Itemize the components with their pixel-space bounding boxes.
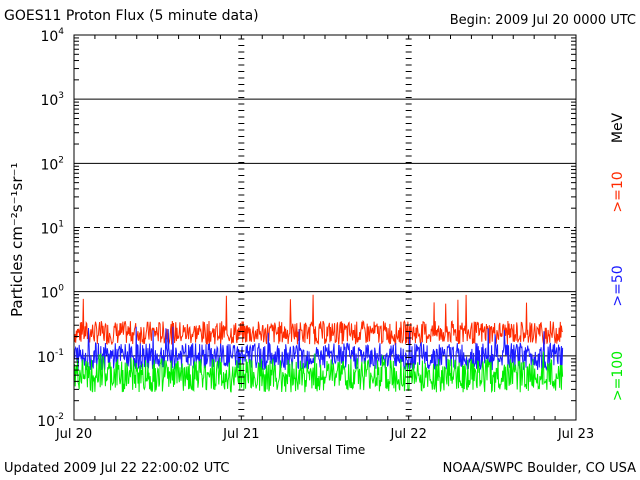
source-credit: NOAA/SWPC Boulder, CO USA: [442, 461, 636, 476]
x-tick-label: Jul 21: [222, 427, 259, 442]
legend-series-10mev: >=10: [610, 171, 626, 213]
begin-time: Begin: 2009 Jul 20 0000 UTC: [449, 13, 636, 28]
y-tick-label: 104: [40, 27, 64, 45]
y-tick-label: 100: [40, 284, 64, 302]
chart-title: GOES11 Proton Flux (5 minute data): [4, 8, 259, 24]
y-tick-label: 10-1: [37, 348, 64, 366]
x-tick-label: Jul 22: [389, 427, 426, 442]
y-tick-label: 101: [40, 220, 64, 238]
legend-series-100mev: >=100: [610, 350, 626, 402]
y-axis-label: Particles cm⁻²s⁻¹sr⁻¹: [8, 162, 26, 317]
series-line-2: [73, 351, 564, 394]
legend-series-50mev: >=50: [610, 265, 626, 307]
series-line-0: [73, 294, 564, 346]
x-tick-label: Jul 23: [557, 427, 594, 442]
series-line-1: [73, 326, 564, 372]
updated-timestamp: Updated 2009 Jul 22 22:00:02 UTC: [4, 461, 230, 476]
x-tick-label: Jul 20: [55, 427, 92, 442]
y-tick-label: 102: [40, 155, 64, 173]
y-tick-label: 103: [40, 91, 64, 109]
x-axis-label: Universal Time: [276, 443, 366, 457]
